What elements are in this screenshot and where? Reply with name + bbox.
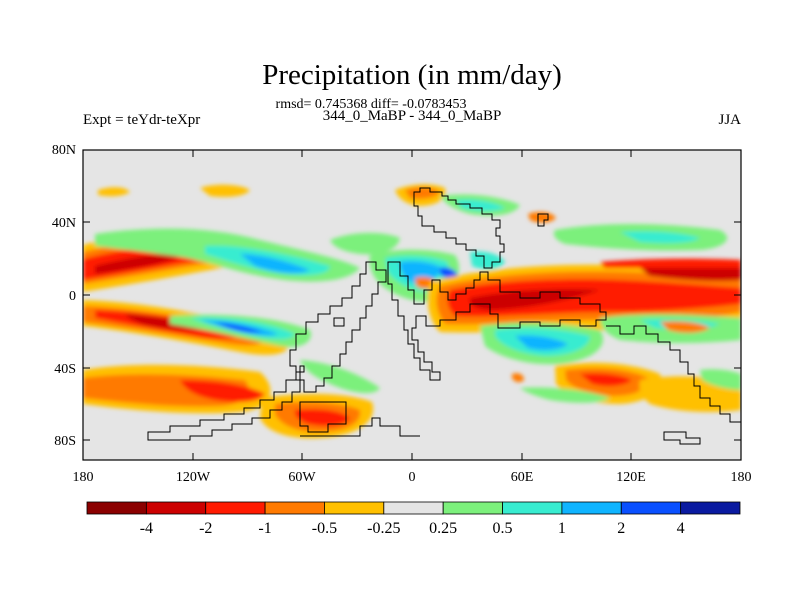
anomaly-spac-wet-deep xyxy=(215,322,262,333)
coastlines xyxy=(147,187,741,445)
lon-label: 120E xyxy=(616,470,646,485)
lon-axis-labels: 180 120W 60W 0 60E 120E 180 xyxy=(73,470,752,485)
anomaly-south-dry-c xyxy=(180,380,265,402)
colorbar-swatch xyxy=(680,501,741,515)
coast-southern-block xyxy=(299,401,347,433)
anomaly-sind-dry-small xyxy=(512,373,524,383)
colorbar-swatch xyxy=(86,501,147,515)
stats-line: rmsd= 0.745368 diff= -0.0783453 xyxy=(276,97,467,112)
anomaly-siberia-dry xyxy=(528,211,556,223)
colorbar-swatch xyxy=(561,501,622,515)
map-frame xyxy=(82,149,742,461)
colorbar-swatch xyxy=(383,501,444,515)
coast-north-continent xyxy=(413,187,505,269)
anomaly-npac-far-dry xyxy=(98,187,130,197)
colorbar-label: 4 xyxy=(677,520,685,537)
coast-west-continent xyxy=(289,261,387,393)
colorbar-label: 1 xyxy=(558,520,566,537)
colorbar-label: 0.25 xyxy=(429,520,457,537)
anomaly-spac-east-dry xyxy=(660,321,710,333)
lat-label: 80N xyxy=(52,143,76,158)
anomaly-wpac-dry-deep xyxy=(640,265,741,281)
anomaly-natl-wet xyxy=(330,232,400,255)
coast-siberia-block xyxy=(537,213,549,227)
anomaly-indopac-dry-deep xyxy=(469,289,600,310)
anomaly-wpac-dry-core xyxy=(600,258,741,268)
subtitle-left: Expt = teYdr-teXpr xyxy=(83,112,200,128)
colorbar-swatch xyxy=(324,501,385,515)
anomaly-npac-dry-deep xyxy=(95,253,185,274)
colorbar-swatch xyxy=(264,501,325,515)
lat-label: 40S xyxy=(54,362,76,377)
anomaly-sind-dry-core xyxy=(580,373,632,387)
colorbar-swatch xyxy=(205,501,266,515)
lon-label: 60E xyxy=(511,470,534,485)
coast-island-se xyxy=(663,431,701,445)
colorbar-swatch xyxy=(145,501,207,515)
coast-island-small xyxy=(333,317,345,327)
coast-southern-strip xyxy=(147,365,305,441)
colorbar-label: -0.5 xyxy=(312,520,337,537)
lon-label: 0 xyxy=(409,470,416,485)
anomaly-south-dry-f xyxy=(294,409,350,426)
anomaly-africa-wet-deep xyxy=(440,267,458,279)
subtitle-right: JJA xyxy=(718,112,741,128)
anomaly-natl-dry xyxy=(200,184,250,197)
anomaly-asia-wet-north-core xyxy=(455,199,505,211)
anomaly-south-wet-east xyxy=(520,387,610,403)
anomaly-npac-wet-core xyxy=(240,254,310,274)
colorbar-label: -4 xyxy=(140,520,153,537)
colorbar-label: -1 xyxy=(258,520,271,537)
anomaly-nasia-wet-core xyxy=(620,231,700,244)
coast-africa-block xyxy=(387,261,607,381)
anomaly-south-wet-a xyxy=(300,360,380,394)
lat-label: 0 xyxy=(69,289,76,304)
colorbar: -4 -2 -1 -0.5 -0.25 0.25 0.5 1 2 4 xyxy=(86,501,741,537)
colorbar-label: -0.25 xyxy=(367,520,400,537)
colorbar-swatch xyxy=(442,501,503,515)
figure-title: Precipitation (in mm/day) xyxy=(262,59,562,91)
anomaly-spac-far-wet xyxy=(700,369,741,390)
lon-label: 120W xyxy=(176,470,211,485)
lon-label: 180 xyxy=(731,470,752,485)
anomaly-sind-wet-core xyxy=(515,335,568,351)
coast-east-continent xyxy=(606,325,741,423)
colorbar-label: -2 xyxy=(199,520,212,537)
lon-label: 60W xyxy=(288,470,316,485)
colorbar-label: 2 xyxy=(617,520,625,537)
subtitle-center: 344_0_MaBP - 344_0_MaBP xyxy=(323,108,502,124)
lat-axis-labels: 80N 40N 0 40S 80S xyxy=(52,143,76,449)
lon-label: 180 xyxy=(73,470,94,485)
coast-south-edge xyxy=(300,417,420,437)
colorbar-swatch xyxy=(620,501,682,515)
lat-label: 40N xyxy=(52,216,76,231)
colorbar-swatch xyxy=(502,501,563,515)
anomaly-africa-wet-core xyxy=(400,261,442,284)
map-panel xyxy=(83,150,741,460)
precip-anomaly-field xyxy=(83,184,741,439)
colorbar-label: 0.5 xyxy=(493,520,513,537)
lat-label: 80S xyxy=(54,434,76,449)
